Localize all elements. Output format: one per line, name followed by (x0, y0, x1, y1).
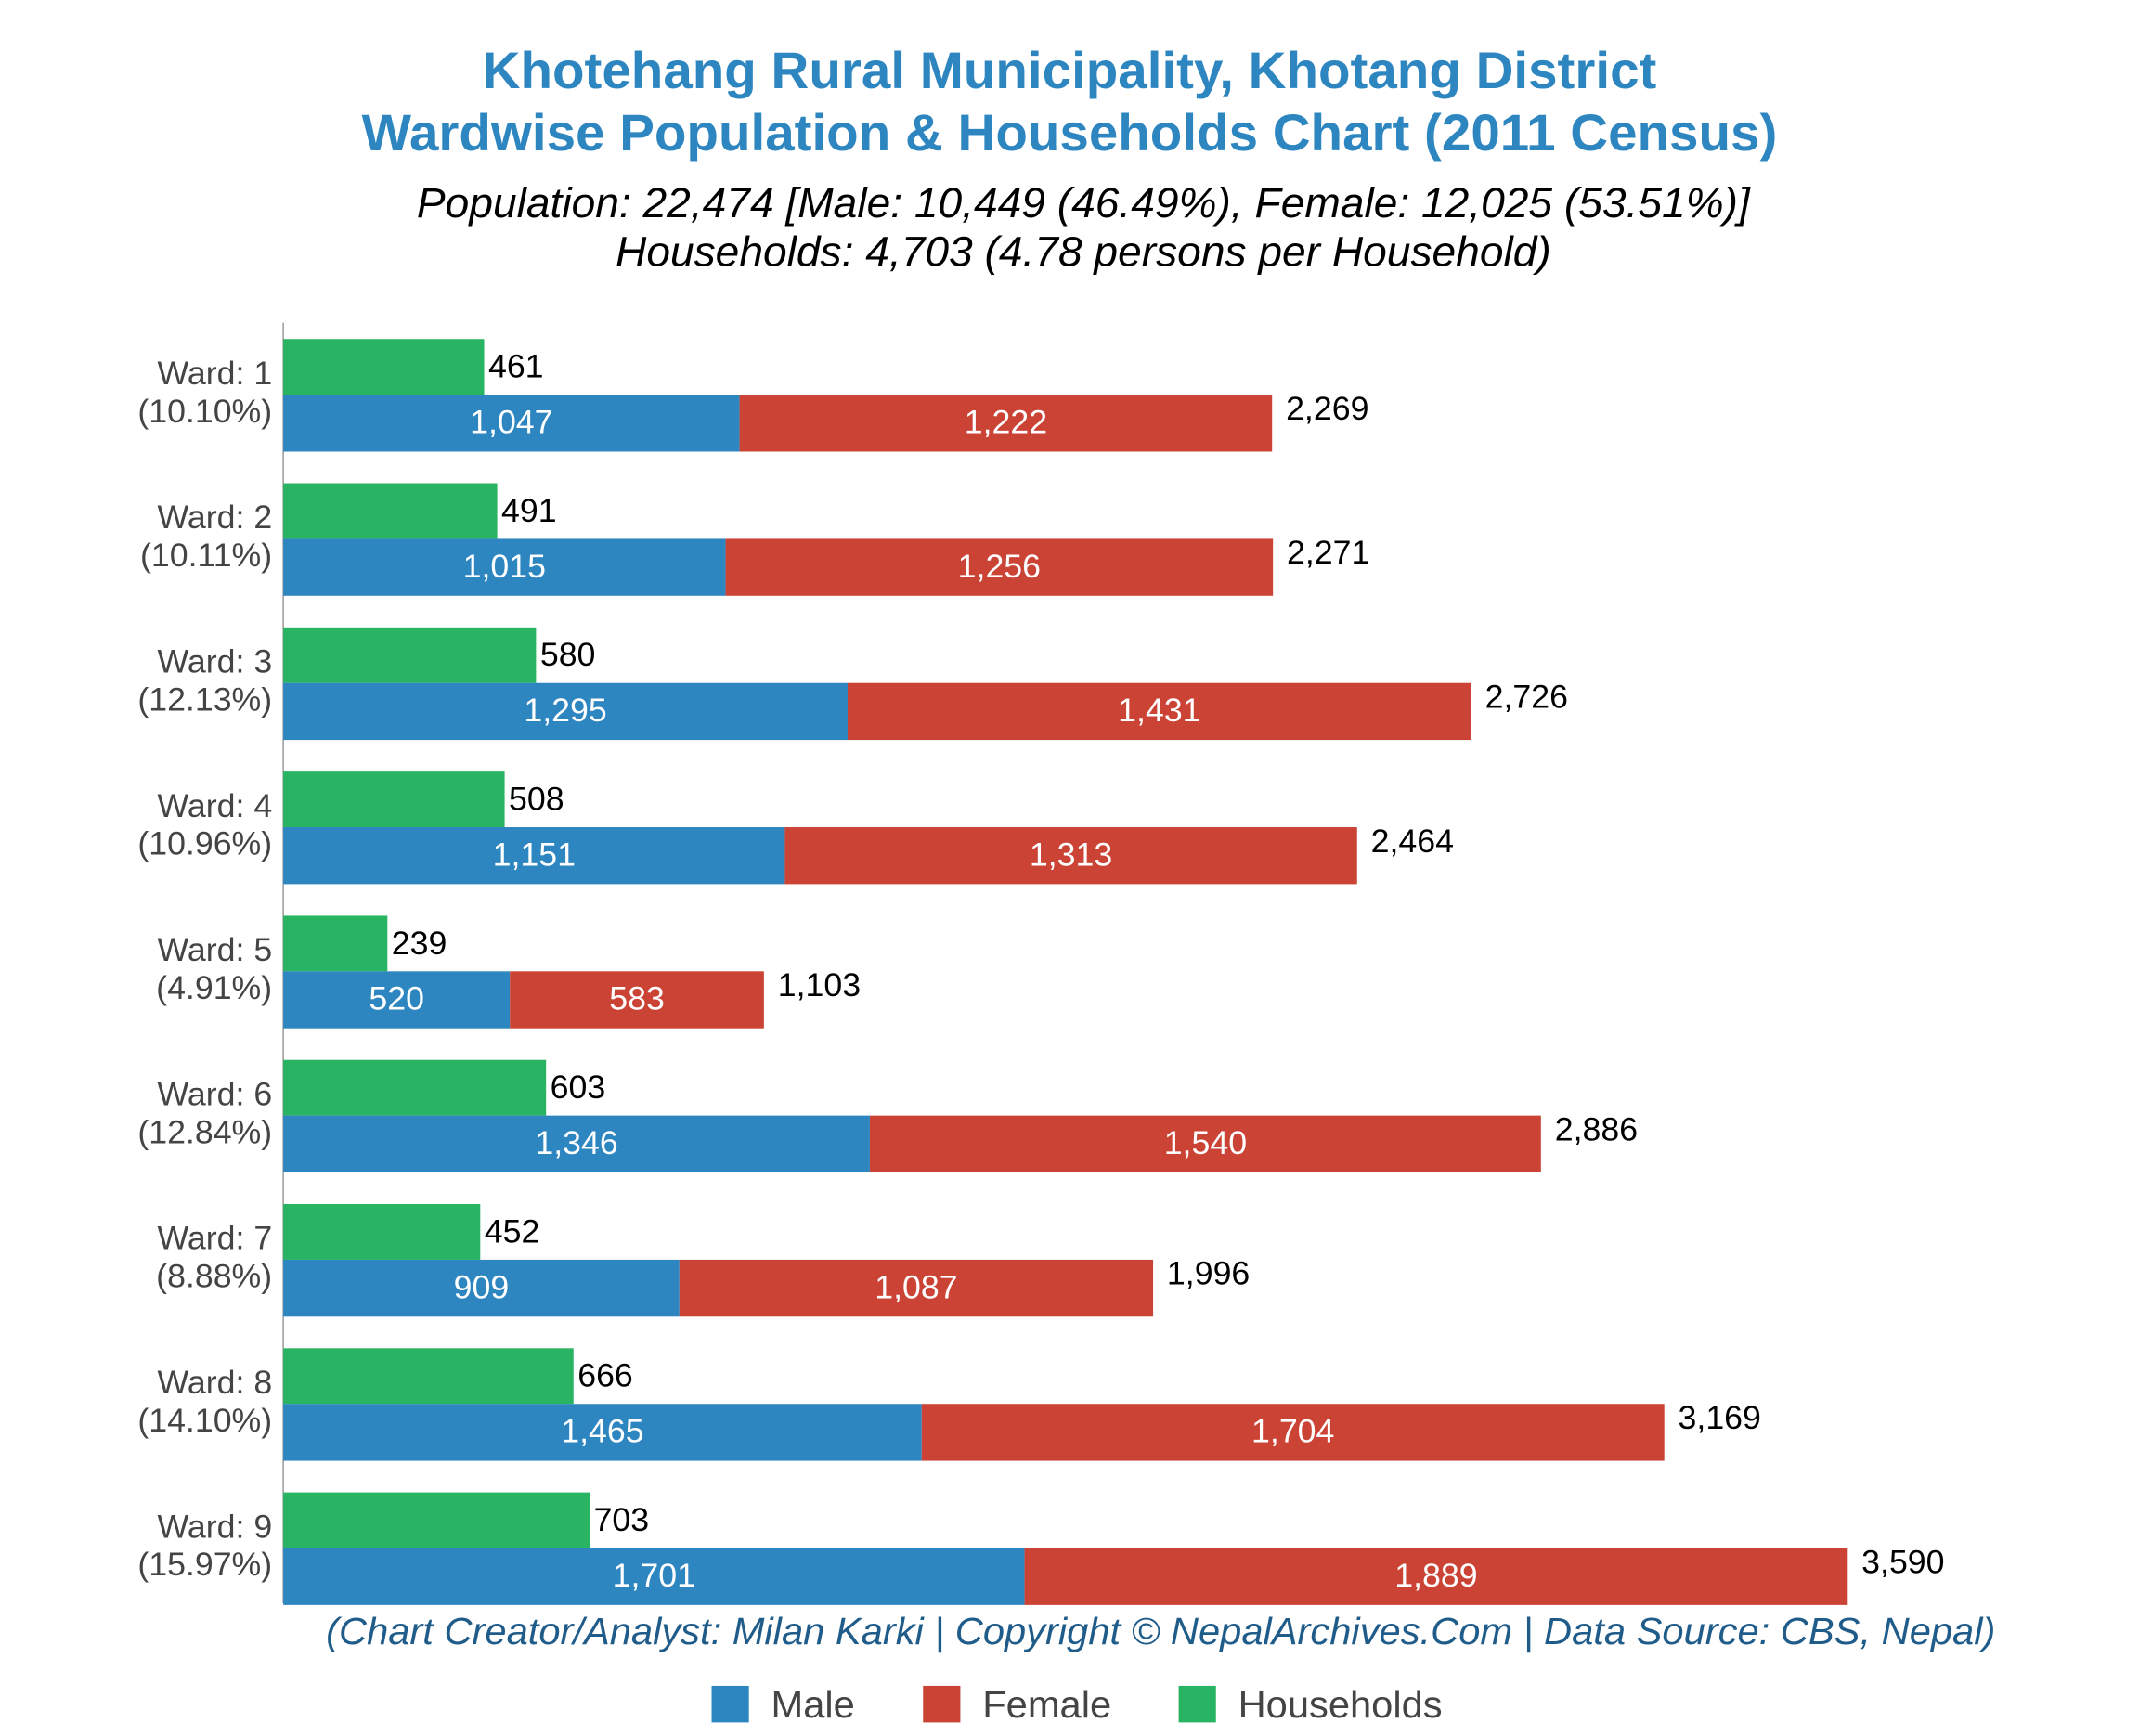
population-bar (283, 827, 785, 885)
y-tick-label: (15.97%) (137, 1548, 272, 1584)
total-label: 2,271 (1287, 536, 1369, 572)
total-label: 1,996 (1167, 1256, 1250, 1292)
total-label: 1,103 (778, 967, 861, 1004)
data-label: 520 (369, 981, 424, 1017)
y-tick-label: (12.13%) (137, 682, 272, 719)
data-label: 1,346 (535, 1125, 617, 1161)
population-bar (869, 1115, 1541, 1172)
households-bar (283, 627, 537, 683)
population-bar (283, 1259, 680, 1317)
y-tick-label: (10.10%) (137, 394, 272, 430)
data-label: 461 (488, 349, 544, 385)
data-label: 1,256 (958, 549, 1041, 585)
population-bar (784, 827, 1357, 885)
y-tick-label: Ward: 2 (158, 500, 273, 537)
y-tick-label: Ward: 6 (158, 1077, 273, 1113)
y-tick-label: Ward: 1 (158, 356, 273, 392)
households-bar (283, 339, 485, 395)
data-label: 703 (594, 1502, 650, 1538)
data-label: 1,704 (1251, 1414, 1334, 1450)
households-bar (283, 771, 505, 828)
y-tick-label: Ward: 5 (158, 932, 273, 968)
population-bar (283, 395, 740, 452)
total-label: 2,464 (1371, 823, 1454, 860)
data-label: 491 (501, 493, 557, 529)
households-bar (283, 483, 498, 539)
data-label: 603 (551, 1069, 606, 1106)
y-tick-label: (14.10%) (137, 1403, 272, 1439)
data-label: 909 (454, 1270, 510, 1306)
data-label: 1,151 (493, 837, 576, 874)
data-label: 1,701 (613, 1558, 695, 1594)
population-bar (679, 1259, 1154, 1317)
population-bar (283, 971, 511, 1029)
data-label: 452 (485, 1214, 540, 1250)
chart-subtitle: Population: 22,474 [Male: 10,449 (46.49%… (417, 179, 1751, 227)
y-tick-label: (10.11%) (140, 538, 272, 574)
y-tick-label: (10.96%) (137, 826, 272, 862)
total-label: 2,269 (1286, 391, 1368, 427)
data-label: 1,295 (524, 693, 606, 729)
y-tick-label: Ward: 8 (158, 1365, 273, 1401)
chart-subtitle: Households: 4,703 (4.78 persons per Hous… (616, 228, 1551, 276)
legend-label: Households (1238, 1683, 1443, 1726)
data-label: 1,087 (875, 1270, 957, 1306)
data-label: 1,222 (965, 405, 1047, 441)
legend-swatch (711, 1685, 749, 1723)
credit: (Chart Creator/Analyst: Milan Karki | Co… (326, 1611, 1995, 1653)
population-bar (283, 538, 726, 596)
households-bar (283, 1348, 574, 1405)
data-label: 1,540 (1164, 1125, 1247, 1161)
y-tick-label: Ward: 7 (158, 1221, 273, 1257)
households-bar (283, 1492, 590, 1548)
population-bar (283, 1115, 870, 1172)
legend-swatch (923, 1685, 961, 1723)
chart-title: Wardwise Population & Households Chart (… (362, 104, 1778, 162)
population-bar (510, 971, 764, 1029)
data-label: 239 (392, 926, 447, 962)
households-bar (283, 915, 388, 972)
data-label: 583 (609, 981, 665, 1017)
households-bar (283, 1059, 547, 1116)
total-label: 3,169 (1679, 1400, 1761, 1436)
data-label: 1,465 (561, 1414, 643, 1450)
data-label: 1,047 (470, 405, 552, 441)
data-label: 1,313 (1030, 837, 1112, 874)
households-bar (283, 1204, 481, 1260)
y-tick-label: (4.91%) (156, 970, 272, 1006)
data-label: 1,431 (1118, 693, 1200, 729)
population-bar (739, 395, 1273, 452)
y-tick-label: Ward: 9 (158, 1509, 273, 1546)
legend-swatch (1178, 1685, 1216, 1723)
data-label: 508 (509, 782, 564, 818)
population-bar (283, 682, 849, 741)
legend-label: Female (982, 1683, 1111, 1726)
y-tick-label: Ward: 3 (158, 644, 273, 680)
population-bar (283, 1548, 1025, 1605)
y-tick-label: Ward: 4 (158, 788, 273, 824)
chart-title: Khotehang Rural Municipality, Khotang Di… (483, 41, 1657, 98)
population-bar (283, 1404, 922, 1461)
population-bar (848, 682, 1471, 741)
total-label: 2,726 (1485, 680, 1568, 716)
y-tick-label: (12.84%) (137, 1115, 272, 1151)
data-label: 580 (540, 638, 596, 674)
total-label: 3,590 (1861, 1545, 1944, 1581)
population-bar (921, 1404, 1665, 1461)
population-bar (1024, 1548, 1848, 1605)
legend-label: Male (771, 1683, 855, 1726)
y-tick-label: (8.88%) (156, 1259, 272, 1295)
total-label: 2,886 (1555, 1112, 1638, 1148)
data-label: 1,889 (1394, 1558, 1477, 1594)
data-label: 666 (577, 1358, 633, 1394)
data-label: 1,015 (463, 549, 546, 585)
population-bar (725, 538, 1274, 596)
